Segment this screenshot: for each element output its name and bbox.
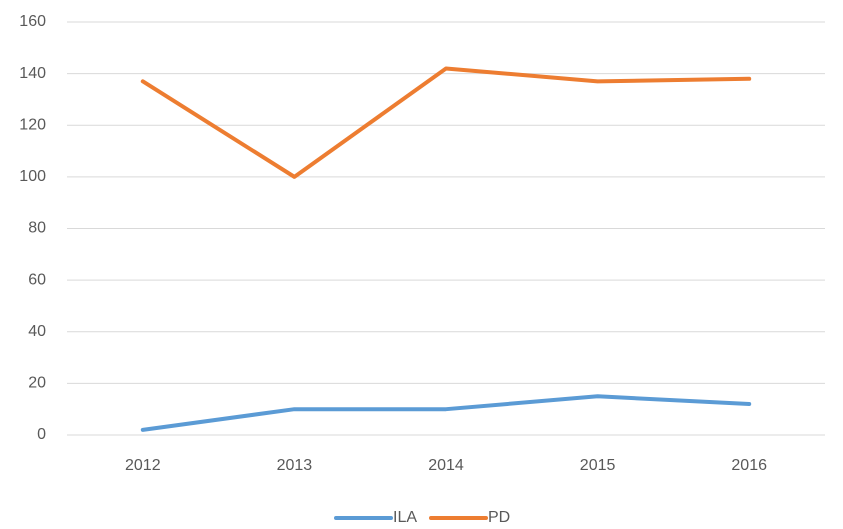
x-tick-label: 2012 — [125, 457, 161, 474]
line-series — [140, 66, 752, 179]
y-tick-label: 20 — [28, 375, 46, 392]
line-series — [140, 394, 752, 432]
y-tick-label: 120 — [19, 116, 46, 133]
y-tick-label: 100 — [19, 168, 46, 185]
x-tick-label: 2013 — [277, 457, 313, 474]
y-tick-label: 60 — [28, 271, 46, 288]
x-tick-label: 2015 — [580, 457, 616, 474]
y-tick-label: 140 — [19, 65, 46, 82]
x-tick-label: 2014 — [428, 457, 464, 474]
legend-label: PD — [488, 509, 510, 526]
y-tick-label: 80 — [28, 220, 46, 237]
y-tick-label: 40 — [28, 323, 46, 340]
y-tick-label: 0 — [37, 426, 46, 443]
y-tick-label: 160 — [19, 13, 46, 30]
x-tick-label: 2016 — [731, 457, 767, 474]
legend-label: ILA — [393, 509, 417, 526]
